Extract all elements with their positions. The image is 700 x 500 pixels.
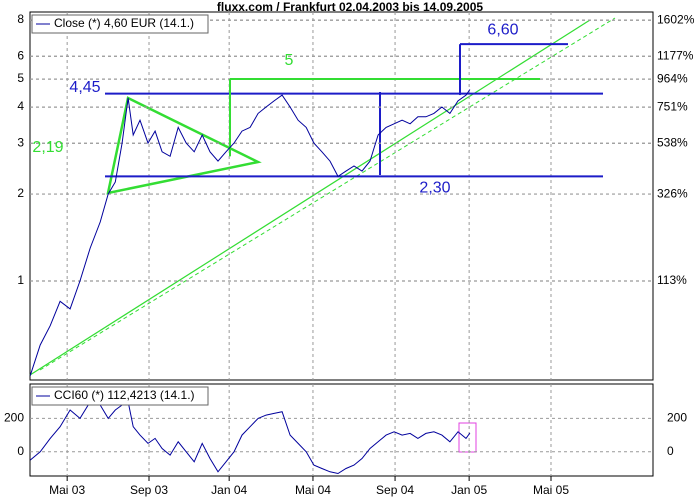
y-tick-label-right: 200 xyxy=(667,411,687,425)
x-tick-label: Jan 04 xyxy=(211,483,247,497)
chart-title: fluxx.com / Frankfurt 02.04.2003 bis 14.… xyxy=(217,0,483,14)
y2-tick-label: 964% xyxy=(657,71,688,85)
y-tick-label: 8 xyxy=(17,12,24,26)
series-line xyxy=(29,89,471,376)
price-panel xyxy=(29,11,654,381)
y-tick-label: 0 xyxy=(17,444,24,458)
legend-label: CCI60 (*) 112,4213 (14.1.) xyxy=(54,388,195,402)
x-tick-label: Mai 03 xyxy=(49,483,85,497)
y-tick-label: 1 xyxy=(17,273,24,287)
x-tick-label: Sep 04 xyxy=(376,483,414,497)
legend-box xyxy=(31,14,209,34)
y-tick-label: 6 xyxy=(17,48,24,62)
highlight-box xyxy=(458,422,477,453)
trend-line-dashed xyxy=(39,17,616,371)
x-tick-label: Jan 05 xyxy=(451,483,487,497)
legend-label: Close (*) 4,60 EUR (14.1.) xyxy=(54,16,194,30)
annotation: 2,19 xyxy=(32,139,63,156)
x-tick-label: Mai 04 xyxy=(295,483,331,497)
x-tick-label: Mai 05 xyxy=(533,483,569,497)
level-label: 2,30 xyxy=(419,180,450,197)
series-line xyxy=(29,400,471,475)
legend-box xyxy=(31,386,209,406)
cci-panel xyxy=(29,383,654,477)
triangle-pattern xyxy=(106,96,262,195)
y2-tick-label: 538% xyxy=(657,136,688,150)
y2-tick-label: 1602% xyxy=(657,13,695,27)
x-tick-label: Sep 03 xyxy=(130,483,168,497)
y-tick-label: 200 xyxy=(4,411,24,425)
y2-tick-label: 113% xyxy=(657,273,687,287)
y-tick-label: 5 xyxy=(17,71,24,85)
level-label: 4,45 xyxy=(69,79,100,96)
y-tick-label: 2 xyxy=(17,186,24,200)
level-label: 5 xyxy=(285,52,294,69)
y2-tick-label: 1177% xyxy=(657,49,694,63)
y-tick-label: 4 xyxy=(17,99,24,113)
y2-tick-label: 751% xyxy=(657,99,688,113)
y-tick-label: 3 xyxy=(17,135,24,149)
level-label: 6,60 xyxy=(487,21,518,38)
y2-tick-label: 326% xyxy=(657,186,688,200)
y-tick-label-right: 0 xyxy=(667,444,674,458)
